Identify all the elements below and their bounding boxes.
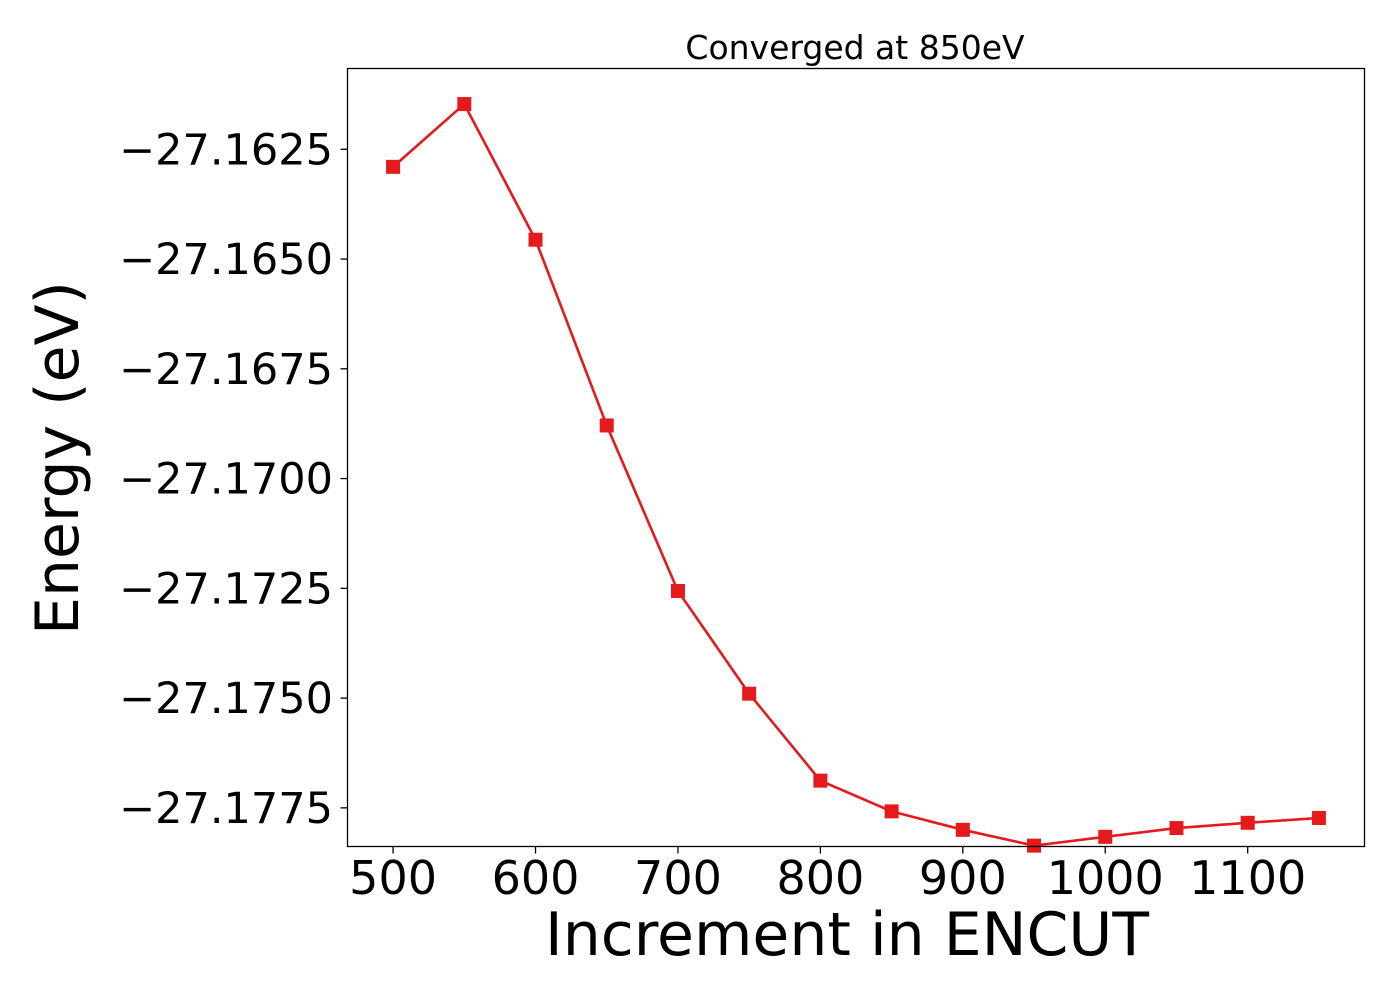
y-tick-label: −27.1650 [119, 235, 333, 285]
data-point-marker [884, 804, 899, 819]
chart-title: Converged at 850eV [685, 28, 1025, 67]
data-point-marker [742, 686, 757, 701]
y-tick-label: −27.1750 [119, 674, 333, 724]
data-point-marker [1311, 810, 1326, 825]
y-axis-ticks: −27.1625 −27.1650 −27.1675 −27.1700 −27.1725… [119, 125, 348, 834]
x-tick-label: 700 [634, 851, 722, 905]
data-point-marker [457, 97, 472, 112]
series-layer [386, 97, 1326, 853]
data-point-marker [1169, 821, 1184, 836]
x-axis-ticks: 500 600 700 800 900 1000 1100 [349, 846, 1306, 905]
x-tick-label: 900 [919, 851, 1007, 905]
plot-area-frame [346, 67, 1366, 848]
data-point-marker [528, 232, 543, 247]
series-line [392, 102, 1320, 847]
data-point-marker [670, 583, 685, 598]
data-point-marker [1027, 838, 1042, 853]
x-tick-label: 600 [492, 851, 580, 905]
x-tick-label: 500 [349, 851, 437, 905]
y-tick-label: −27.1725 [119, 564, 333, 614]
data-point-marker [1240, 815, 1255, 830]
data-point-marker [386, 159, 401, 174]
x-axis-label: Increment in ENCUT [545, 900, 1149, 970]
y-tick-label: −27.1625 [119, 125, 333, 175]
x-tick-label: 1100 [1189, 851, 1306, 905]
data-point-marker [599, 418, 614, 433]
data-point-marker [1098, 829, 1113, 844]
y-tick-label: −27.1700 [119, 455, 333, 505]
x-tick-label: 800 [776, 851, 864, 905]
data-point-marker [955, 822, 970, 837]
x-tick-label: 1000 [1047, 851, 1164, 905]
y-axis-label: Energy (eV) [23, 281, 93, 635]
y-tick-label: −27.1675 [119, 345, 333, 395]
y-tick-label: −27.1775 [119, 784, 333, 834]
data-point-marker [813, 773, 828, 788]
